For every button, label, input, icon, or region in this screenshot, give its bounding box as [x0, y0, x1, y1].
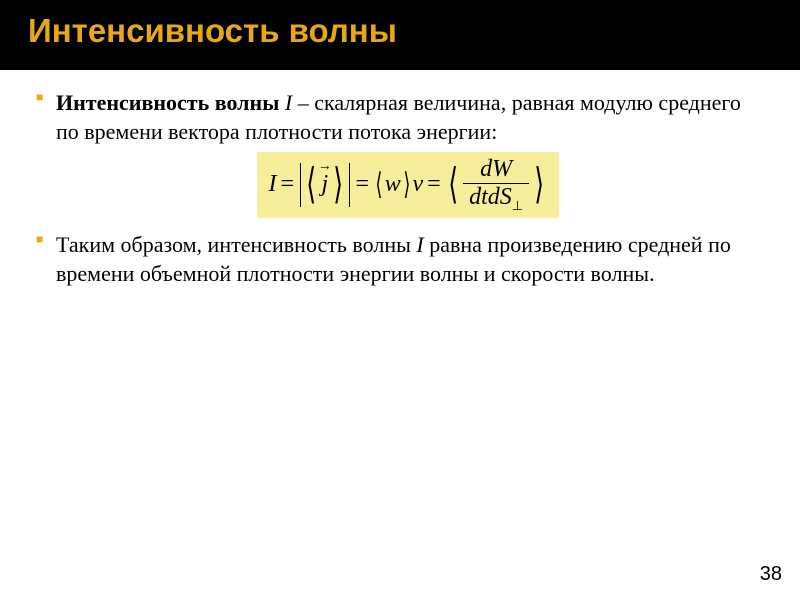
frac-numerator: dW	[474, 156, 518, 183]
angle-j: → j	[303, 164, 346, 206]
sym-perp: ⊥	[512, 198, 523, 213]
eq-3: =	[427, 171, 441, 198]
eq-2: =	[356, 171, 370, 198]
bullet-item-2: Таким образом, интенсивность волны I рав…	[36, 230, 760, 288]
term-bold: Интенсивность волны	[56, 90, 279, 115]
paragraph-2: Таким образом, интенсивность волны I рав…	[56, 230, 760, 288]
page-number: 38	[760, 563, 782, 586]
abs-group: → j	[298, 163, 351, 207]
vec-j: → j	[319, 171, 330, 198]
sym-w: w	[385, 171, 401, 198]
sym-I: I	[269, 171, 277, 198]
slide-body: Интенсивность волны I – скалярная величи…	[0, 70, 800, 288]
slide: Интенсивность волны Интенсивность волны …	[0, 0, 800, 600]
bullet-item-1: Интенсивность волны I – скалярная величи…	[36, 88, 760, 218]
sym-dt: dt	[469, 184, 488, 210]
formula: I = → j = w	[257, 152, 560, 218]
eq-1: =	[281, 171, 295, 198]
para2-prefix: Таким образом, интенсивность волны	[56, 232, 416, 257]
fraction: dW dtdS⊥	[463, 156, 529, 214]
slide-title: Интенсивность волны	[28, 12, 800, 50]
header-bar: Интенсивность волны	[0, 0, 800, 70]
angle-w: w	[373, 170, 412, 200]
frac-denominator: dtdS⊥	[463, 183, 529, 214]
vec-arrow-icon: →	[318, 159, 332, 175]
formula-block: I = → j = w	[56, 152, 760, 218]
paragraph-1: Интенсивность волны I – скалярная величи…	[56, 88, 760, 146]
sym-dS: dS	[488, 184, 512, 210]
bullet-list: Интенсивность волны I – скалярная величи…	[36, 88, 760, 288]
var-i-2: I	[416, 232, 423, 257]
angle-frac: dW dtdS⊥	[445, 156, 548, 214]
sym-v: v	[413, 171, 424, 198]
